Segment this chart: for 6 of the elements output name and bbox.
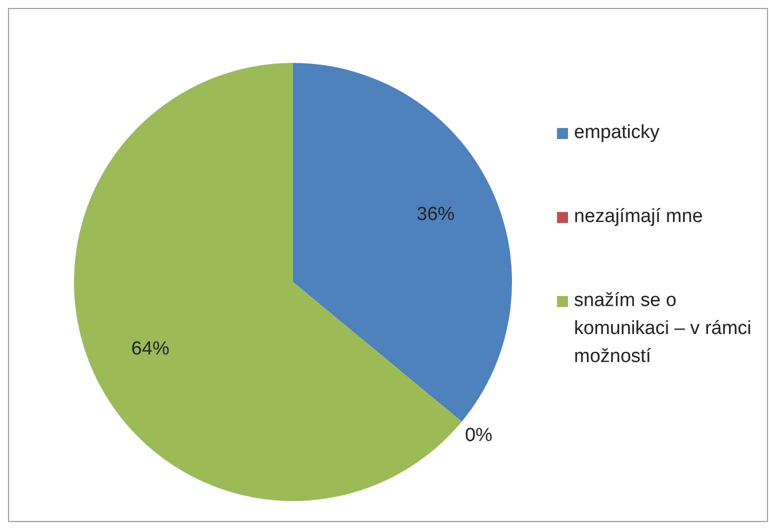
legend-label: empaticky bbox=[574, 121, 660, 145]
legend-label: nezajímají mne bbox=[574, 205, 703, 229]
legend-label: snažím se o komunikaci – v rámci možností bbox=[574, 289, 752, 369]
data-label: 64% bbox=[131, 338, 170, 360]
text: 0% bbox=[464, 424, 492, 446]
data-label: 36% bbox=[416, 204, 455, 226]
